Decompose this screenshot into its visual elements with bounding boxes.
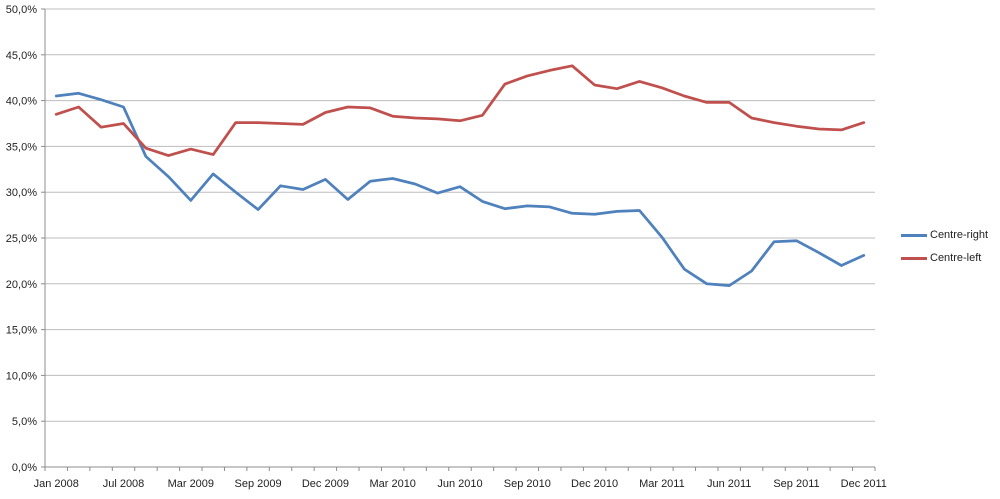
y-axis-label: 15,0% <box>6 325 37 337</box>
x-axis-label: Sep 2009 <box>235 478 282 490</box>
x-axis-label: Jul 2008 <box>103 478 145 490</box>
x-axis-label: Dec 2011 <box>841 478 887 490</box>
x-axis-label: Mar 2010 <box>369 478 415 490</box>
chart-legend: Centre-right Centre-left <box>901 228 988 265</box>
y-axis-label: 30,0% <box>6 187 37 199</box>
centre-left-line-swatch <box>901 256 927 260</box>
y-axis-label: 5,0% <box>12 416 37 428</box>
series-line-centre-right <box>54 91 866 287</box>
x-axis-label: Jun 2010 <box>437 478 482 490</box>
x-axis-label: Sep 2010 <box>504 478 551 490</box>
y-axis-label: 40,0% <box>6 96 37 108</box>
x-axis-label: Mar 2011 <box>639 478 685 490</box>
y-axis-label: 10,0% <box>6 370 37 382</box>
legend-item-centre-left: Centre-left <box>901 251 988 265</box>
legend-item-centre-right: Centre-right <box>901 228 988 242</box>
y-axis-label: 25,0% <box>6 233 37 245</box>
y-axis-label: 45,0% <box>6 50 37 62</box>
x-axis-label: Sep 2011 <box>773 478 819 490</box>
legend-label-centre-right: Centre-right <box>930 229 989 241</box>
y-axis-label: 35,0% <box>6 141 37 153</box>
legend-label-centre-left: Centre-left <box>930 252 982 264</box>
x-axis-label: Jun 2011 <box>707 478 751 490</box>
y-axis-label: 0,0% <box>12 462 37 474</box>
x-axis-label: Mar 2009 <box>168 478 214 490</box>
series-line-centre-left <box>54 64 866 157</box>
x-axis-label: Jan 2008 <box>34 478 79 490</box>
centre-right-line-swatch <box>901 233 927 237</box>
y-axis-label: 20,0% <box>6 279 37 291</box>
y-axis-label: 50,0% <box>6 4 37 16</box>
x-axis-label: Dec 2009 <box>302 478 349 490</box>
x-axis-label: Dec 2010 <box>571 478 618 490</box>
